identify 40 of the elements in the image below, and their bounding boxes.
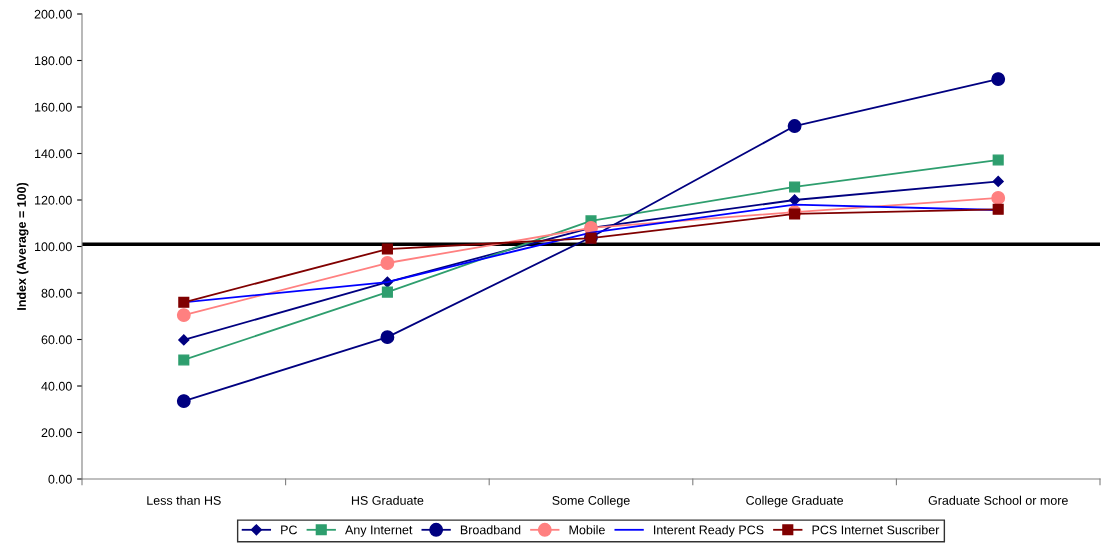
y-tick-label: 0.00: [48, 474, 72, 484]
y-tick-label: 180.00: [35, 56, 72, 66]
legend-label: Interent Ready PCS: [654, 525, 764, 537]
legend-label: PC: [281, 525, 298, 535]
x-tick-label: College Graduate: [746, 495, 844, 508]
point: [178, 354, 190, 366]
x-tick-label: HS Graduate: [351, 495, 424, 505]
point: [992, 175, 1004, 188]
point: [789, 181, 801, 193]
point: [991, 72, 1006, 87]
y-tick-label: 80.00: [41, 288, 72, 298]
legend-label: Mobile: [569, 525, 605, 535]
y-tick-label: 200.00: [34, 9, 72, 19]
point: [380, 256, 395, 270]
y-axis-title: Index (Average = 100): [16, 182, 29, 310]
point: [176, 394, 191, 409]
point: [178, 296, 190, 308]
x-tick-label: Some College: [552, 495, 630, 508]
x-tick-label: Graduate School or more: [928, 495, 1068, 505]
y-tick-label: 40.00: [41, 381, 72, 391]
point: [178, 334, 190, 346]
x-tick-label: Less than HS: [147, 495, 221, 505]
y-tick-label: 20.00: [41, 428, 72, 438]
legend-label: Broadband: [460, 525, 521, 535]
legend-label: Any Internet: [345, 525, 413, 537]
y-tick-label: 140.00: [35, 149, 72, 159]
point: [176, 308, 191, 323]
point: [991, 190, 1006, 205]
point: [380, 330, 395, 345]
point: [788, 194, 801, 206]
y-tick-label: 100.00: [35, 242, 72, 252]
point: [992, 154, 1004, 166]
y-tick-label: 160.00: [35, 102, 72, 112]
point: [381, 243, 393, 255]
point: [787, 119, 802, 134]
y-tick-label: 120.00: [35, 195, 72, 205]
point: [992, 203, 1004, 215]
y-tick-label: 60.00: [41, 335, 72, 345]
legend-label: PCS Internet Suscriber: [812, 525, 940, 535]
point: [381, 286, 393, 298]
